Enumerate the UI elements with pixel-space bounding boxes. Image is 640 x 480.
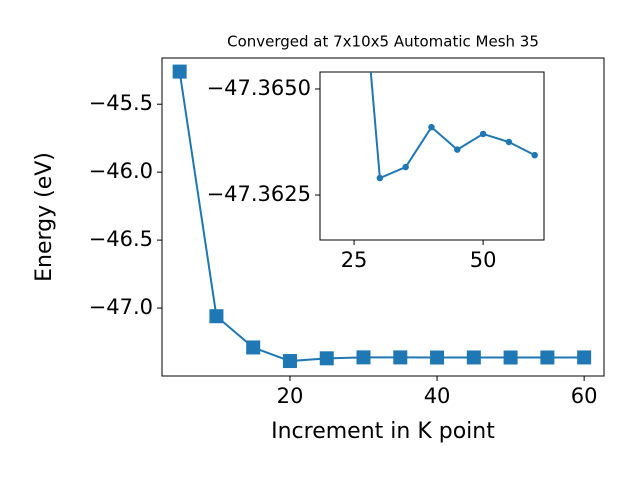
marker [430, 350, 445, 365]
y-tick-label: −47.0 [89, 295, 153, 319]
marker [356, 350, 371, 365]
x-axis-label: Increment in K point [271, 419, 495, 444]
marker [319, 351, 334, 366]
x-tick-label: 20 [277, 384, 304, 408]
marker [577, 350, 592, 365]
marker [402, 163, 409, 171]
marker [531, 151, 538, 159]
marker [282, 354, 297, 369]
plot-area [369, 72, 538, 182]
marker [479, 130, 487, 138]
x-tick-label: 25 [341, 248, 368, 272]
y-tick-label: −46.5 [89, 227, 153, 251]
marker [466, 350, 481, 365]
marker [376, 174, 384, 182]
y-tick-label: −46.0 [89, 159, 153, 183]
x-tick-label: 50 [470, 248, 497, 272]
x-tick-label: 60 [571, 384, 598, 408]
marker [505, 138, 513, 146]
marker [540, 350, 555, 365]
marker [209, 309, 224, 324]
data-line [369, 72, 536, 180]
x-tick-label: 40 [424, 384, 451, 408]
marker [393, 350, 408, 365]
marker [503, 350, 518, 365]
y-tick-label: −47.3650 [207, 76, 311, 100]
y-axis-label: Energy (eV) [32, 152, 57, 282]
marker [454, 146, 461, 153]
chart-title: Converged at 7x10x5 Automatic Mesh 35 [227, 33, 539, 51]
marker [428, 123, 435, 131]
y-tick-label: −47.3625 [207, 182, 311, 206]
marker [172, 64, 187, 79]
marker [246, 340, 261, 355]
axes-frame [319, 71, 545, 241]
y-tick-label: −45.5 [89, 91, 153, 115]
plot-area [172, 64, 592, 369]
